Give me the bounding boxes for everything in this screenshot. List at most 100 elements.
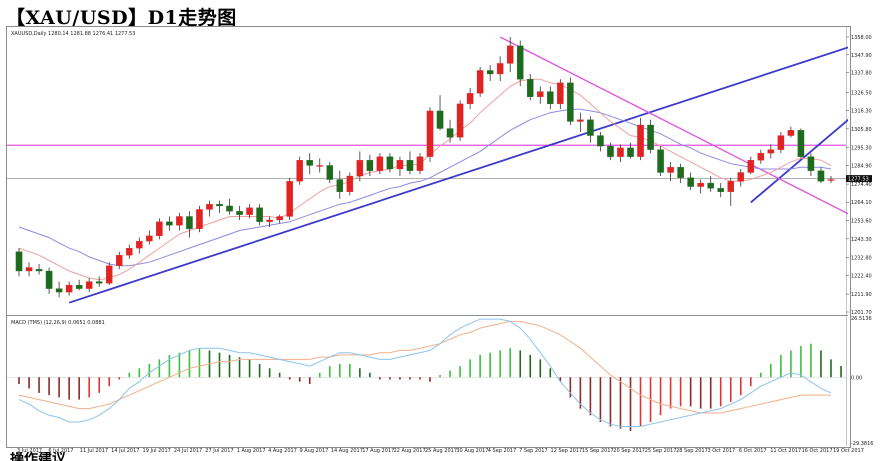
bullish-candle (105, 265, 113, 284)
bearish-candle (186, 216, 193, 229)
grid-lines (7, 27, 848, 446)
bearish-candle (95, 281, 103, 284)
bearish-candle (657, 149, 664, 173)
bearish-candle (366, 160, 374, 171)
page-title: 【XAU/USD】D1走势图 (6, 7, 237, 29)
bearish-candle (236, 211, 243, 215)
bearish-candle (647, 124, 654, 150)
bullish-candle (376, 156, 384, 171)
bearish-candle (216, 204, 223, 207)
bearish-candle (567, 82, 574, 122)
price-tick-label: 1253.60 (851, 219, 872, 225)
date-tick-label: 11 Oct 2017 (770, 448, 801, 454)
descending-resistance-trendline (499, 36, 848, 215)
date-tick-label: 22 Aug 2017 (394, 448, 426, 454)
bearish-candle (306, 160, 313, 166)
date-tick-label: 7 Sep 2017 (519, 448, 548, 454)
bearish-candle (547, 91, 554, 105)
date-tick-label: 15 Sep 2017 (582, 448, 614, 454)
bullish-candle (126, 247, 133, 256)
bearish-candle (817, 170, 825, 182)
date-tick-label: 6 Oct 2017 (739, 448, 767, 454)
price-tick-label: 1305.80 (851, 127, 872, 133)
bullish-candle (266, 219, 273, 222)
current-price-tag (846, 175, 872, 183)
bearish-candle (587, 119, 594, 136)
bearish-candle (55, 288, 63, 293)
bullish-candle (176, 216, 183, 226)
price-panel (7, 36, 848, 304)
bullish-candle (747, 160, 755, 173)
bearish-candle (226, 205, 233, 212)
macd-tick-label: 26.5136 (851, 316, 872, 322)
bullish-candle (537, 91, 544, 97)
bearish-candle (75, 284, 83, 289)
bullish-candle (466, 93, 474, 105)
bullish-candle (637, 124, 644, 157)
price-tick-label: 1295.30 (851, 145, 872, 151)
bullish-candle (757, 152, 765, 161)
date-tick-label: 6 Jul 2017 (48, 448, 73, 454)
bearish-candle (717, 188, 724, 192)
bullish-candle (296, 160, 303, 182)
macd-panel-title: MACD (TMS) (12,26,9) 0.0651 0.0881 (11, 320, 105, 326)
bullish-candle (697, 182, 704, 187)
date-tick-label: 4 Sep 2017 (488, 448, 517, 454)
bearish-candle (797, 130, 805, 157)
fast-moving-average-line (18, 78, 832, 281)
bullish-candle (416, 156, 424, 171)
bullish-candle (767, 149, 775, 154)
price-tick-label: 1201.70 (851, 310, 872, 316)
bullish-candle (476, 70, 484, 94)
bearish-candle (166, 221, 173, 226)
date-tick-label: 27 Jul 2017 (205, 448, 233, 454)
bearish-candle (256, 207, 263, 222)
bullish-candle (115, 255, 123, 266)
bullish-candle (286, 181, 293, 217)
ascending-support-trendline (68, 46, 848, 304)
macd-panel (7, 318, 846, 431)
axis-labels: 1358.00 1347.90 1337.80 1326.50 1316.30 1305.… (17, 35, 873, 454)
price-tick-label: 1347.90 (851, 53, 872, 59)
bullish-candle (356, 160, 364, 177)
bullish-candle (727, 181, 735, 192)
date-tick-label: 25 Aug 2017 (425, 448, 457, 454)
bullish-candle (506, 45, 514, 64)
bullish-candle (196, 209, 203, 229)
bullish-candle (346, 175, 354, 192)
bearish-candle (446, 128, 454, 138)
macd-tick-label: -29.3816 (851, 441, 873, 447)
bullish-candle (136, 240, 143, 249)
bearish-candle (607, 145, 614, 157)
bearish-candle (436, 110, 444, 129)
bullish-candle (456, 103, 464, 138)
date-tick-label: 9 Aug 2017 (299, 448, 328, 454)
bullish-candle (276, 216, 283, 221)
date-tick-label: 24 Jul 2017 (174, 448, 202, 454)
date-tick-label: 19 Oct 2017 (833, 448, 864, 454)
price-tick-label: 1358.00 (851, 35, 872, 41)
date-tick-label: 1 Aug 2017 (237, 448, 266, 454)
macd-main-line (18, 318, 832, 427)
bullish-candle (396, 160, 404, 170)
bearish-candle (707, 182, 714, 189)
bullish-candle (156, 221, 163, 236)
bullish-candle (146, 235, 153, 242)
bearish-candle (526, 79, 534, 97)
date-tick-label: 25 Sep 2017 (645, 448, 677, 454)
bullish-candle (787, 130, 795, 136)
date-tick-label: 30 Aug 2017 (456, 448, 488, 454)
date-tick-label: 28 Sep 2017 (676, 448, 708, 454)
price-tick-label: 1232.80 (851, 255, 872, 261)
date-tick-label: 14 Jul 2017 (111, 448, 139, 454)
bearish-candle (326, 165, 334, 180)
bullish-candle (25, 267, 33, 272)
bullish-candle (246, 207, 253, 215)
date-tick-label: 16 Oct 2017 (802, 448, 833, 454)
price-tick-label: 1337.80 (851, 71, 872, 77)
date-tick-label: 3 Oct 2017 (707, 448, 735, 454)
date-tick-label: 14 Aug 2017 (331, 448, 363, 454)
bullish-candle (777, 135, 785, 150)
price-tick-label: 1222.40 (851, 274, 872, 280)
